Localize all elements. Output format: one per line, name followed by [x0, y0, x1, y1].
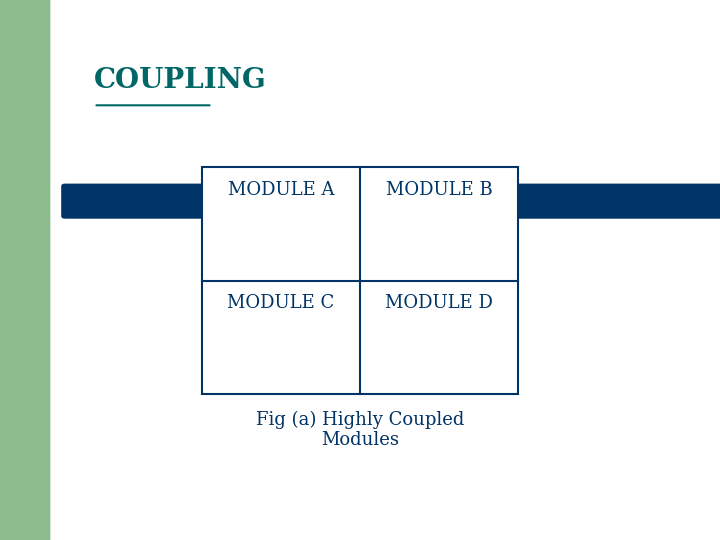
Text: MODULE B: MODULE B: [386, 181, 492, 199]
Text: MODULE D: MODULE D: [385, 294, 493, 312]
Bar: [202, 167, 518, 394]
Bar: [0, 0, 72, 540]
Text: COUPLING: COUPLING: [94, 68, 266, 94]
Text: MODULE C: MODULE C: [228, 294, 334, 312]
FancyBboxPatch shape: [50, 0, 720, 540]
FancyBboxPatch shape: [61, 184, 720, 219]
Text: Fig (a) Highly Coupled
Modules: Fig (a) Highly Coupled Modules: [256, 410, 464, 449]
Text: MODULE A: MODULE A: [228, 181, 334, 199]
